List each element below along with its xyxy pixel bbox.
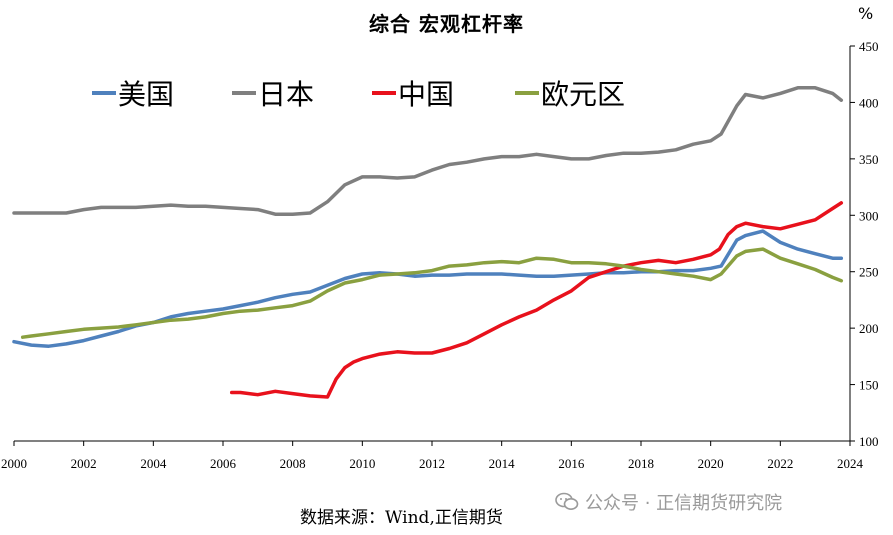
x-tick-label: 2000 xyxy=(1,456,27,471)
y-tick-label: 250 xyxy=(859,265,879,280)
x-tick-label: 2024 xyxy=(837,456,864,471)
y-tick-label: 100 xyxy=(859,434,879,449)
legend-label-2: 中国 xyxy=(398,78,454,111)
x-tick-label: 2018 xyxy=(628,456,654,471)
legend-label-1: 日本 xyxy=(258,78,314,111)
y-tick-label: 200 xyxy=(859,321,879,336)
x-tick-label: 2022 xyxy=(767,456,793,471)
legend-label-3: 欧元区 xyxy=(541,78,625,111)
source-note: 数据来源：Wind,正信期货 xyxy=(300,508,503,528)
x-tick-label: 2008 xyxy=(280,456,306,471)
x-tick-label: 2010 xyxy=(349,456,375,471)
x-tick-label: 2014 xyxy=(489,456,516,471)
series-line-3 xyxy=(20,247,844,339)
x-tick-label: 2006 xyxy=(210,456,237,471)
series-line-2 xyxy=(229,201,844,399)
y-tick-label: 400 xyxy=(859,95,879,110)
y-tick-label: 150 xyxy=(859,378,879,393)
legend-label-0: 美国 xyxy=(118,78,174,111)
y-tick-label: 300 xyxy=(859,208,879,223)
wechat-icon xyxy=(555,492,579,510)
x-tick-label: 2012 xyxy=(419,456,445,471)
y-tick-label: 450 xyxy=(859,39,879,54)
series-line-1 xyxy=(12,86,844,216)
series-line-0 xyxy=(12,229,844,348)
chart-title: 综合 宏观杠杆率 xyxy=(369,12,524,36)
x-tick-label: 2020 xyxy=(698,456,724,471)
y-axis-unit: % xyxy=(858,4,874,23)
x-tick-label: 2004 xyxy=(140,456,167,471)
watermark-text: 公众号 · 正信期货研究院 xyxy=(585,493,783,514)
x-tick-label: 2002 xyxy=(71,456,97,471)
y-tick-label: 350 xyxy=(859,152,879,167)
x-tick-label: 2016 xyxy=(558,456,585,471)
watermark: 公众号 · 正信期货研究院 xyxy=(555,489,782,515)
